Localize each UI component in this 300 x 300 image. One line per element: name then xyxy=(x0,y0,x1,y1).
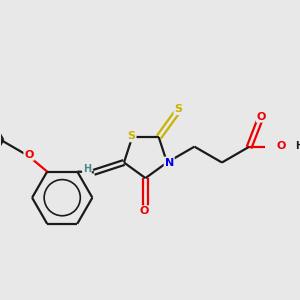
Text: S: S xyxy=(128,131,136,141)
Text: O: O xyxy=(140,206,149,216)
Text: H: H xyxy=(83,164,91,174)
Text: O: O xyxy=(24,150,34,160)
Text: H: H xyxy=(295,141,300,152)
Text: S: S xyxy=(174,104,182,114)
Text: O: O xyxy=(256,112,266,122)
Text: N: N xyxy=(165,158,174,167)
Text: O: O xyxy=(277,141,286,151)
